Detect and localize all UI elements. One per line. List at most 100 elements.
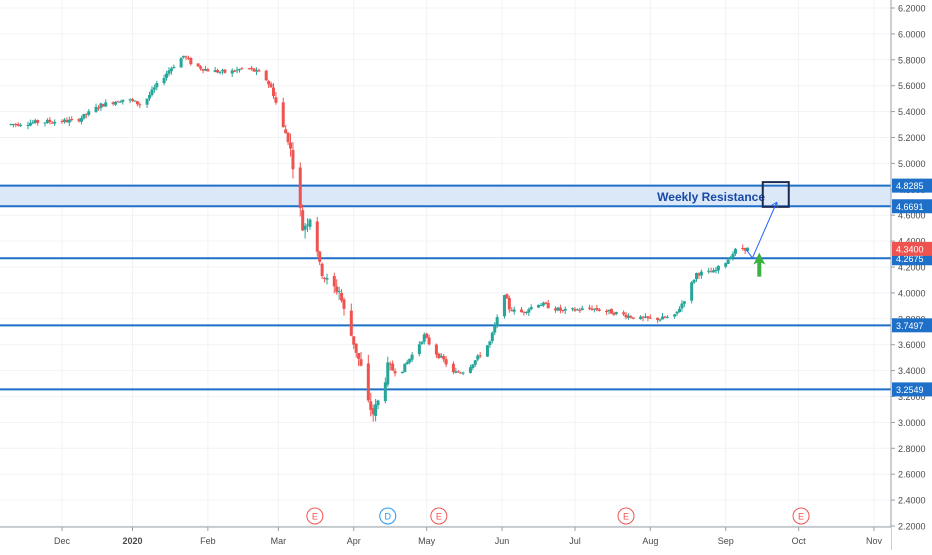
earnings-marker-circle [430,507,448,525]
candle-body [82,113,86,119]
candle [77,117,81,123]
candle [507,295,511,313]
candle [16,122,20,127]
candle-body [237,69,241,71]
candle-body [422,334,426,342]
candle-body [376,400,380,405]
level-price-tag[interactable]: 4.8285 [892,178,932,193]
candle [439,353,443,359]
candle [199,64,203,71]
candle [746,247,750,252]
candle [128,98,132,104]
candle-body [50,122,54,124]
candle-body [87,111,91,115]
candle [111,101,115,106]
candle [121,99,125,105]
annotations[interactable]: Weekly Resistance [657,181,790,277]
candle-body [546,303,550,309]
candle-body [731,253,735,258]
candle [101,103,105,107]
candle [274,92,278,105]
candle-body [349,310,353,336]
candle [405,359,409,365]
candle [597,307,601,312]
candle-body [45,119,49,123]
event-markers[interactable]: E E E ED [306,507,810,525]
candle [408,358,412,365]
candle-body [629,316,633,318]
candle-body [726,259,730,264]
candle-body [607,309,611,312]
candle [629,314,633,319]
level-price-tag[interactable]: 3.7497 [892,318,932,333]
candle [741,244,745,251]
candle-body [624,314,628,318]
candle [529,304,533,311]
candle [237,68,241,73]
time-tick-label: Oct [792,536,807,546]
time-tick-label: Nov [866,536,883,546]
candle [400,371,404,374]
candle-body [473,360,477,365]
candle-body [354,343,358,353]
candle [272,83,276,100]
earnings-marker[interactable]: E [617,507,635,525]
candle [133,100,137,102]
candle-body [468,367,472,373]
candle-body [556,307,560,311]
earnings-marker[interactable]: E [430,507,448,525]
level-price-tag[interactable]: 3.2549 [892,382,932,397]
level-price-tag[interactable]: 4.6691 [892,199,932,214]
target-box[interactable] [761,181,790,208]
candle-body [230,70,234,74]
current-price-tag[interactable]: 4.3400 [892,241,932,256]
projection-line[interactable] [751,202,778,259]
candle [420,341,424,346]
candle [386,356,390,387]
candle [612,311,616,316]
candle-body [301,210,305,231]
candle-body [660,316,664,320]
candle [43,122,47,127]
candle-body [714,269,718,272]
candle-body [529,307,533,310]
candle-body [359,359,363,366]
candle-body [641,316,645,318]
candle [264,69,268,82]
candle-body [337,291,341,293]
candle-body [592,308,596,310]
candle-body [707,270,711,272]
earnings-marker[interactable]: E [792,507,810,525]
candle-body [269,83,273,88]
candle-body [189,58,193,65]
candle [19,123,23,128]
candle-body [28,123,32,126]
horizontal-levels[interactable] [0,184,891,391]
candle [490,331,494,344]
candle [427,334,431,346]
candle-body [724,263,728,267]
candle-body [118,101,122,103]
candle-body [306,224,310,226]
candle [291,142,295,179]
earnings-marker[interactable]: E [306,507,324,525]
candle-body [456,371,460,373]
candle [36,119,40,126]
candle-body [716,265,720,271]
candle [527,307,531,316]
candle-body [184,56,188,58]
level-price-tag-bg [892,382,932,397]
candle-body [743,247,747,251]
candle [9,123,13,126]
candle [94,103,98,113]
candle [695,272,699,282]
time-axis[interactable]: Dec 2020 Feb Mar Apr May Jun Jul Aug Sep Oct Nov [0,526,891,550]
candle [391,360,395,371]
price-axis[interactable]: 6.2000 6.0000 5.8000 5.6000 5.4000 5.2000 5.00… [890,0,932,550]
candles [9,55,750,422]
dividend-marker[interactable]: D [379,507,397,525]
candle [167,67,171,77]
candle-body [247,68,251,70]
